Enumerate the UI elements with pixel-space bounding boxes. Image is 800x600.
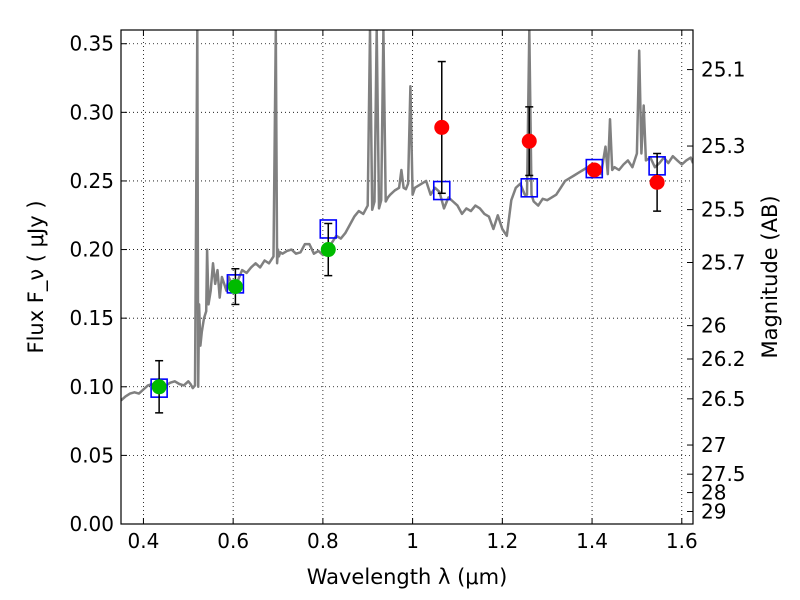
observed-point — [586, 162, 602, 178]
y-tick-label: 0.30 — [69, 100, 114, 124]
observed-point — [649, 174, 665, 190]
y-tick-label: 0.15 — [69, 306, 114, 330]
y-axis: 0.00 0.05 0.10 0.15 0.20 0.25 0.30 0.35 — [69, 32, 127, 536]
magnitude-tick-label: 26 — [701, 314, 726, 338]
x-tick-label: 0.6 — [217, 529, 249, 553]
y-tick-label: 0.35 — [69, 32, 114, 56]
y-tick-label: 0.20 — [69, 238, 114, 262]
y-tick-label: 0.10 — [69, 375, 114, 399]
magnitude-axis-label: Magnitude (AB) — [758, 195, 782, 358]
magnitude-tick-label: 27.5 — [701, 462, 746, 486]
observed-point — [521, 133, 537, 149]
observed-point — [320, 242, 336, 258]
model-photometry-square — [585, 158, 604, 179]
magnitude-tick-label: 26.5 — [701, 387, 746, 411]
magnitude-tick-label: 28 — [701, 481, 726, 505]
x-tick-label: 1 — [406, 529, 419, 553]
magnitude-tick-label: 25.1 — [701, 58, 746, 82]
y-tick-label: 0.25 — [69, 169, 114, 193]
x-axis: 0.4 0.6 0.8 1 1.2 1.4 1.6 — [128, 30, 698, 553]
observed-point — [434, 119, 450, 135]
x-axis-label: Wavelength λ (μm) — [307, 565, 508, 589]
plot-frame — [120, 29, 694, 525]
y-axis-label: Flux F_ν ( μJy ) — [24, 200, 49, 353]
magnitude-tick-label: 25.7 — [701, 251, 746, 275]
magnitude-tick-label: 25.3 — [701, 134, 746, 158]
x-tick-label: 1.6 — [666, 529, 698, 553]
y-tick-label: 0.05 — [69, 443, 114, 467]
x-tick-label: 0.8 — [307, 529, 339, 553]
model-photometry-square — [520, 178, 539, 198]
observed-point — [227, 279, 243, 295]
magnitude-tick-label: 29 — [701, 499, 726, 523]
magnitude-tick-label: 26.2 — [701, 347, 746, 371]
magnitude-tick-label: 25.5 — [701, 198, 746, 222]
x-tick-label: 1.4 — [576, 529, 608, 553]
observed-point — [151, 379, 167, 395]
y-tick-label: 0.00 — [69, 512, 114, 536]
series-layer — [121, 30, 693, 414]
x-tick-label: 1.2 — [486, 529, 518, 553]
x-tick-label: 0.4 — [128, 529, 160, 553]
magnitude-tick-label: 27 — [701, 433, 726, 457]
